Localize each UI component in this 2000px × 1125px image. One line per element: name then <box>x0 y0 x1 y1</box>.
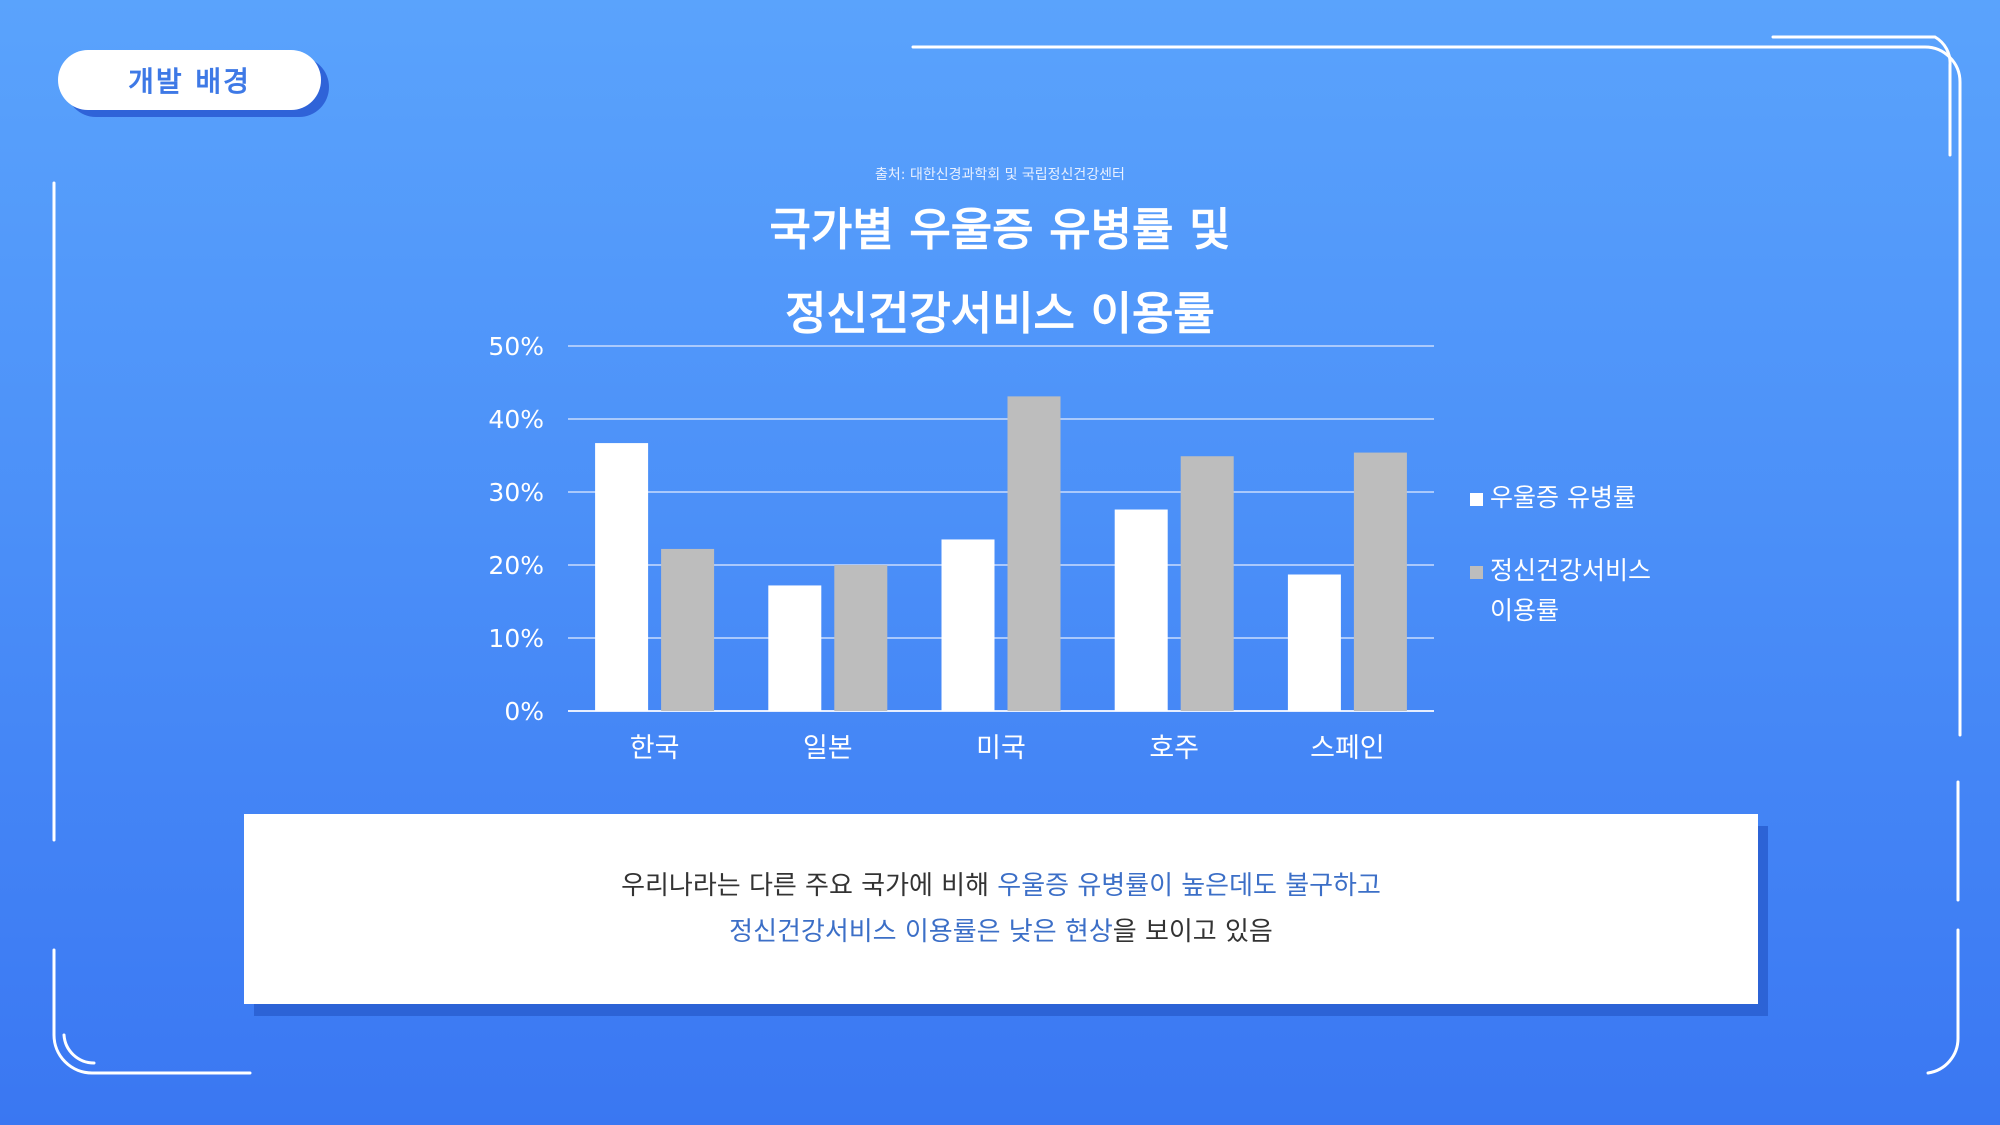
y-tick-label: 50% <box>488 332 544 361</box>
note-line-1: 우리나라는 다른 주요 국가에 비해 우울증 유병률이 높은데도 불구하고 <box>621 863 1381 909</box>
bar-depression <box>768 585 822 711</box>
legend-label-service-usage-line-2: 이용률 <box>1490 596 1560 625</box>
legend-label-service-usage-line-1: 정신건강서비스 <box>1490 556 1652 585</box>
x-tick-label: 한국 <box>630 733 680 764</box>
frame-left-bottom-corner <box>62 1033 96 1065</box>
x-tick-label: 스페인 <box>1310 733 1385 764</box>
bar-service-usage <box>834 565 888 711</box>
legend-swatch-service-usage <box>1470 566 1483 579</box>
chart-title-line-1: 국가별 우울증 유병률 및 <box>769 203 1231 256</box>
note-line-2-plain: 을 보이고 있음 <box>1112 917 1273 947</box>
bar-service-usage <box>661 548 715 711</box>
bar-depression <box>941 539 995 711</box>
legend-swatch-depression <box>1470 493 1483 506</box>
note-line-1-plain: 우리나라는 다른 주요 국가에 비해 <box>621 871 998 901</box>
note-line-2: 정신건강서비스 이용률은 낮은 현상을 보이고 있음 <box>729 909 1273 955</box>
bar-service-usage <box>1007 396 1061 711</box>
y-axis-ticks: 0% 10% 20% 30% 40% 50% <box>488 332 544 726</box>
x-tick-label: 호주 <box>1149 733 1199 764</box>
legend-label-depression: 우울증 유병률 <box>1490 483 1636 512</box>
legend-item-depression: 우울증 유병률 <box>1470 478 1680 518</box>
chart-source: 출처: 대한신경과학회 및 국립정신건강센터 <box>875 167 1125 183</box>
y-tick-label: 0% <box>504 697 544 726</box>
chart-legend: 우울증 유병률 정신건강서비스 이용률 <box>1470 478 1680 631</box>
y-tick-label: 20% <box>488 551 544 580</box>
note-line-2-highlight: 정신건강서비스 이용률은 낮은 현상 <box>729 917 1113 947</box>
summary-note: 우리나라는 다른 주요 국가에 비해 우울증 유병률이 높은데도 불구하고 정신… <box>244 814 1758 1004</box>
chart-bars <box>595 396 1407 711</box>
bar-depression <box>595 443 649 711</box>
section-badge: 개발 배경 <box>58 50 321 110</box>
frame-right-bottom-line <box>1926 928 1960 1075</box>
legend-item-service-usage: 정신건강서비스 이용률 <box>1470 551 1680 631</box>
bar-depression <box>1287 574 1341 711</box>
frame-left-bottom-line <box>52 948 252 1075</box>
bar-service-usage <box>1180 456 1234 711</box>
frame-top-corner <box>1771 35 1952 157</box>
x-tick-label: 미국 <box>976 733 1026 764</box>
chart-title: 국가별 우울증 유병률 및 정신건강서비스 이용률 <box>0 188 2000 356</box>
bar-depression <box>1114 509 1168 711</box>
x-axis-ticks: 한국 일본 미국 호주 스페인 <box>630 733 1385 764</box>
y-tick-label: 10% <box>488 624 544 653</box>
bar-service-usage <box>1353 452 1407 711</box>
x-tick-label: 일본 <box>803 733 853 764</box>
y-tick-label: 40% <box>488 405 544 434</box>
y-tick-label: 30% <box>488 478 544 507</box>
chart-title-line-2: 정신건강서비스 이용률 <box>785 287 1215 340</box>
note-line-1-highlight: 우울증 유병률이 높은데도 불구하고 <box>997 871 1381 901</box>
